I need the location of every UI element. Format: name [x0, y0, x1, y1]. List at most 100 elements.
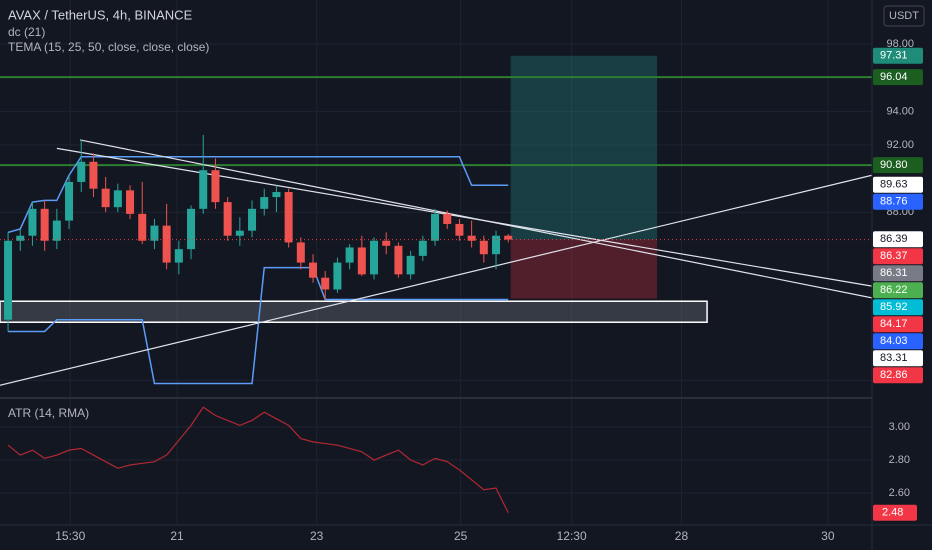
price-label-box	[873, 265, 923, 282]
candle-body	[479, 240, 488, 255]
candle-body	[199, 170, 208, 209]
candle-body	[52, 220, 61, 241]
target-zone	[510, 55, 658, 240]
x-tick-label: 23	[310, 529, 324, 543]
candle-body	[162, 225, 171, 263]
price-label: 89.63	[880, 179, 908, 191]
candle-body	[150, 225, 159, 241]
candle-body	[333, 262, 342, 290]
price-label: 86.31	[880, 267, 908, 279]
price-label: 2.48	[882, 507, 903, 519]
candle-body	[321, 277, 330, 290]
price-label-box	[873, 367, 923, 384]
indicator-label: TEMA (15, 25, 50, close, close, close)	[8, 40, 209, 54]
price-label-box	[873, 157, 923, 174]
candle-body	[443, 213, 452, 224]
candle-body	[357, 247, 366, 275]
candle-body	[28, 208, 37, 236]
x-tick-label: 30	[821, 529, 835, 543]
candle-body	[492, 235, 501, 255]
y-tick-label: 3.00	[889, 421, 910, 433]
indicator-label: dc (21)	[8, 25, 45, 39]
trendline	[56, 147, 873, 287]
price-label: 82.86	[880, 369, 908, 381]
price-label-box	[873, 333, 923, 350]
price-label: 97.31	[880, 50, 908, 62]
candle-body	[394, 245, 403, 275]
candle-body	[248, 208, 257, 231]
price-label: 88.76	[880, 196, 908, 208]
x-tick-label: 28	[675, 529, 689, 543]
x-tick-label: 25	[454, 529, 468, 543]
price-label-box	[873, 69, 923, 86]
atr-line	[7, 406, 509, 514]
candle-body	[467, 235, 476, 241]
candle-body	[65, 181, 74, 221]
price-label: 86.22	[880, 284, 908, 296]
price-label-box	[873, 350, 923, 367]
candle-body	[101, 188, 110, 208]
y-tick-label: 98.00	[886, 38, 914, 50]
price-label-box	[873, 316, 923, 333]
candle-body	[370, 240, 379, 275]
price-label: 85.92	[880, 301, 908, 313]
trendline	[0, 174, 873, 386]
chart-title: AVAX / TetherUS, 4h, BINANCE	[8, 7, 193, 22]
price-label-box	[873, 299, 923, 316]
unit: USDT	[889, 10, 919, 22]
candle-body	[223, 202, 232, 236]
price-label: 86.37	[880, 250, 908, 262]
candle-body	[16, 235, 25, 241]
price-label-box	[873, 47, 923, 64]
price-label: 86.39	[880, 233, 908, 245]
candle-body	[272, 192, 281, 198]
x-tick-label: 15:30	[55, 529, 85, 543]
price-label-box	[873, 193, 923, 210]
y-tick-label: 92.00	[886, 139, 914, 151]
y-tick-label: 2.60	[889, 487, 910, 499]
candle-body	[174, 249, 183, 263]
price-label-box	[873, 231, 923, 248]
candle-body	[284, 192, 293, 243]
unit-box[interactable]	[883, 5, 925, 27]
stop-zone	[510, 239, 658, 299]
price-label: 90.80	[880, 159, 908, 171]
candle-body	[138, 213, 147, 241]
candle-body	[113, 190, 122, 208]
price-label: 84.03	[880, 335, 908, 347]
price-label: 96.04	[880, 71, 908, 83]
support-zone	[0, 300, 708, 323]
price-label: 83.31	[880, 352, 908, 364]
price-label-box	[873, 504, 917, 521]
candle-body	[235, 230, 244, 236]
candle-body	[455, 223, 464, 236]
candle-body	[89, 161, 98, 189]
candle-body	[418, 240, 427, 256]
candle-body	[345, 247, 354, 263]
candle-body	[4, 240, 13, 320]
price-label-box	[873, 248, 923, 265]
candle-body	[431, 213, 440, 241]
dc-lower	[8, 266, 509, 385]
candle-body	[126, 190, 135, 214]
price-label-box	[873, 176, 923, 193]
candle-body	[309, 262, 318, 278]
candle-body	[296, 242, 305, 263]
candle-body	[406, 255, 415, 275]
atr-title: ATR (14, RMA)	[8, 406, 89, 420]
candle-body	[187, 208, 196, 250]
candle-body	[260, 197, 269, 209]
price-label-box	[873, 282, 923, 299]
candle-body	[382, 240, 391, 246]
x-tick-label: 12:30	[557, 529, 587, 543]
y-tick-label: 2.80	[889, 454, 910, 466]
y-tick-label: 94.00	[886, 105, 914, 117]
layer	[0, 0, 873, 525]
price-label: 84.17	[880, 318, 908, 330]
candle-body	[211, 170, 220, 203]
x-tick-label: 21	[170, 529, 184, 543]
candle-body	[40, 208, 49, 241]
